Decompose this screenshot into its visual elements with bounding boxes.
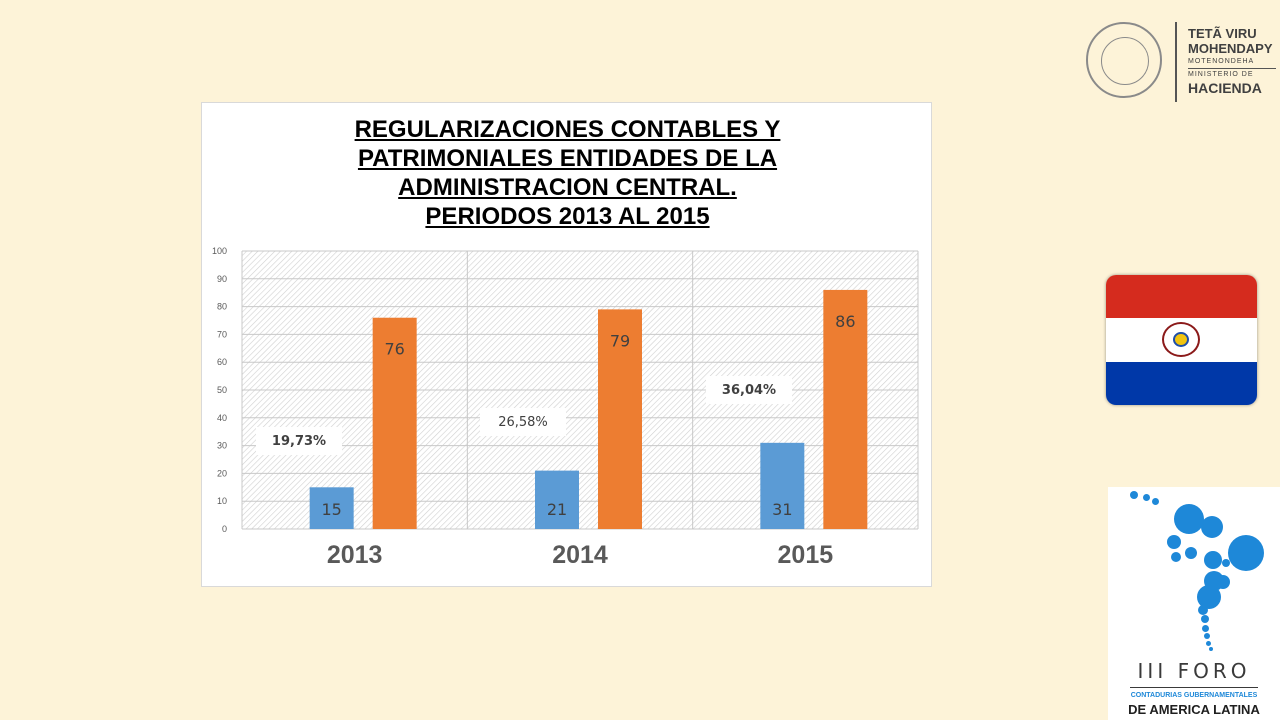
decorative-dot [1209,647,1213,651]
national-seal-icon [1086,22,1162,98]
chart-title-line: ADMINISTRACION CENTRAL. [398,174,737,201]
bar [760,442,805,529]
y-tick-label: 50 [217,385,227,395]
bar-value-label: 31 [772,500,792,519]
percent-label-box [706,376,792,404]
chart-title-line: PERIODOS 2013 AL 2015 [425,203,710,230]
chart-title: REGULARIZACIONES CONTABLES Y PATRIMONIAL… [202,115,933,231]
flag-emblem-icon [1162,322,1200,357]
ministry-text: MINISTERIO DE [1188,71,1254,78]
decorative-dot [1198,605,1208,615]
flag-stripe [1106,275,1257,319]
percent-label: 26,58% [498,415,548,430]
chart-title-line: PATRIMONIALES ENTIDADES DE LA [357,145,778,172]
decorative-dot [1174,504,1204,534]
decorative-dot [1143,494,1150,501]
y-tick-label: 10 [217,496,227,506]
ministry-text: MOTENONDEHA [1188,58,1255,65]
foro-title: III FORO [1137,659,1251,683]
ministry-text: TETÃ VIRU [1188,26,1257,41]
decorative-dot [1216,575,1230,589]
y-tick-label: 60 [217,357,227,367]
percent-label-box [480,408,566,436]
bar-value-label: 86 [835,312,855,331]
decorative-dot [1130,491,1138,499]
decorative-dot [1201,615,1209,623]
foro-rule [1130,687,1258,688]
bar [823,289,868,529]
bar [535,470,579,529]
y-tick-label: 80 [217,302,227,312]
y-tick-label: 70 [217,329,227,339]
bar [372,317,417,529]
decorative-dot [1167,535,1181,549]
ministry-rule [1188,68,1276,69]
flag-stripe [1106,361,1257,405]
bar-value-label: 79 [610,331,630,350]
bar-chart: 0 10 20 30 40 50 60 70 80 90 100 15 21 31 76 79 86 19,73%… [212,246,919,569]
bar [309,487,354,529]
y-tick-label: 0 [222,524,227,534]
decorative-dot [1202,625,1209,632]
y-tick-label: 20 [217,468,227,478]
ministry-text: MOHENDAPY [1188,41,1273,56]
decorative-dot [1222,559,1230,567]
x-category-label: 2014 [552,541,608,569]
y-tick-label: 30 [217,441,227,451]
ministry-logo: TETÃ VIRU MOHENDAPY MOTENONDEHA MINISTER… [1082,18,1280,104]
x-category-label: 2015 [778,541,834,569]
decorative-dot [1171,552,1181,562]
percent-label: 19,73% [272,434,326,449]
chart-panel: REGULARIZACIONES CONTABLES Y PATRIMONIAL… [201,102,932,587]
decorative-dot [1185,547,1197,559]
y-tick-label: 40 [217,413,227,423]
decorative-dot [1201,516,1223,538]
chart-title-line: REGULARIZACIONES CONTABLES Y [354,116,781,143]
y-tick-label: 100 [212,246,227,256]
x-category-label: 2013 [327,541,383,569]
decorative-dot [1206,641,1211,646]
percent-label-box [256,427,342,455]
percent-label: 36,04% [722,383,776,398]
paraguay-flag-icon [1106,275,1257,405]
bar-value-label: 76 [384,340,404,359]
y-tick-label: 90 [217,274,227,284]
decorative-dot [1204,633,1210,639]
foro-subtitle-2: DE AMERICA LATINA [1128,702,1260,717]
decorative-dot [1204,551,1222,569]
ministry-text: HACIENDA [1188,80,1262,96]
foro-subtitle: CONTADURIAS GUBERNAMENTALES [1130,692,1258,699]
bar-value-label: 21 [547,500,567,519]
decorative-dot [1208,597,1216,605]
bar-value-label: 15 [321,500,341,519]
bar [598,309,642,529]
foro-logo: III FORO CONTADURIAS GUBERNAMENTALES DE … [1108,487,1280,720]
logo-divider [1175,22,1177,102]
decorative-dot [1152,498,1159,505]
decorative-dot [1228,535,1264,571]
